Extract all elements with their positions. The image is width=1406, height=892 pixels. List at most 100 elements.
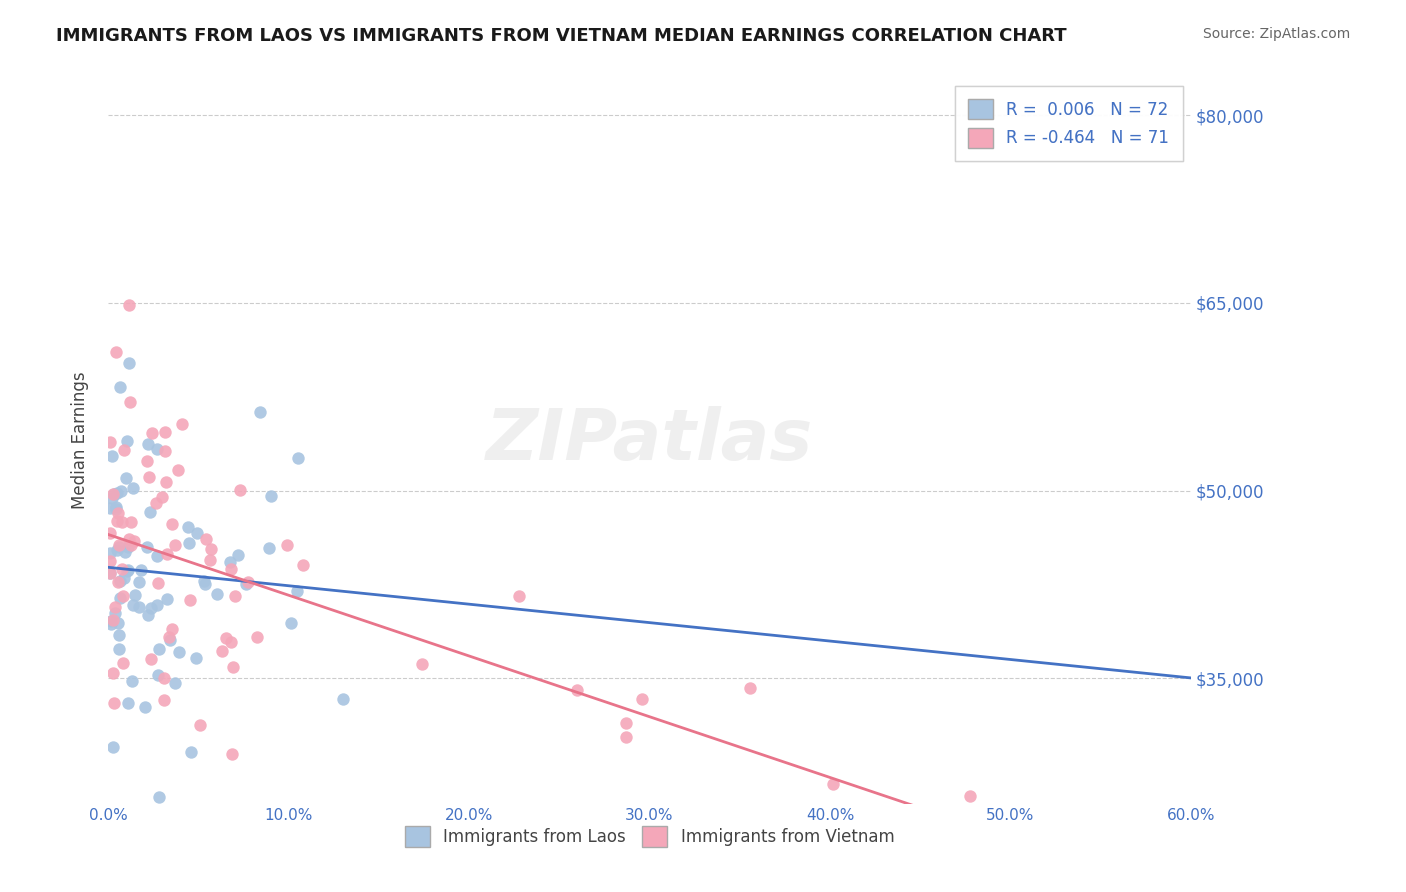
Point xyxy=(246,630,269,644)
Point xyxy=(184,650,207,665)
Point xyxy=(115,564,138,578)
Point xyxy=(186,525,208,540)
Point xyxy=(180,745,202,759)
Point xyxy=(122,481,145,495)
Point xyxy=(249,405,271,419)
Point xyxy=(101,739,124,754)
Point xyxy=(124,588,146,602)
Point xyxy=(160,517,183,532)
Point xyxy=(156,547,179,561)
Point xyxy=(120,394,142,409)
Point xyxy=(167,463,190,477)
Point xyxy=(111,562,134,576)
Point xyxy=(103,697,125,711)
Point xyxy=(120,515,142,529)
Point xyxy=(148,642,170,657)
Point xyxy=(959,789,981,803)
Point xyxy=(107,574,129,589)
Point xyxy=(111,656,134,670)
Point xyxy=(108,540,131,554)
Point xyxy=(100,566,122,581)
Point xyxy=(129,563,152,577)
Point xyxy=(870,850,893,864)
Point xyxy=(105,486,128,500)
Point xyxy=(226,548,249,562)
Point xyxy=(219,555,242,569)
Point xyxy=(136,436,159,450)
Point xyxy=(118,298,141,312)
Text: IMMIGRANTS FROM LAOS VS IMMIGRANTS FROM VIETNAM MEDIAN EARNINGS CORRELATION CHAR: IMMIGRANTS FROM LAOS VS IMMIGRANTS FROM … xyxy=(56,27,1067,45)
Point xyxy=(117,563,139,577)
Point xyxy=(145,496,167,510)
Point xyxy=(103,487,125,501)
Point xyxy=(163,676,186,690)
Point xyxy=(145,442,167,456)
Point xyxy=(115,434,138,449)
Point xyxy=(146,599,169,613)
Point xyxy=(222,660,245,674)
Point xyxy=(107,506,129,520)
Point xyxy=(160,622,183,636)
Point xyxy=(128,574,150,589)
Point xyxy=(134,699,156,714)
Point xyxy=(236,575,259,590)
Point xyxy=(614,715,637,730)
Point xyxy=(128,600,150,615)
Point xyxy=(221,747,243,761)
Point xyxy=(118,356,141,370)
Point xyxy=(280,616,302,631)
Point xyxy=(139,601,162,615)
Point xyxy=(101,613,124,627)
Point xyxy=(105,500,128,514)
Point xyxy=(229,483,252,497)
Point xyxy=(291,558,314,572)
Point xyxy=(194,532,217,546)
Point xyxy=(172,417,194,431)
Point xyxy=(105,542,128,557)
Point xyxy=(115,471,138,485)
Point xyxy=(235,577,257,591)
Point xyxy=(156,591,179,606)
Point xyxy=(285,584,308,599)
Point xyxy=(112,443,135,458)
Point xyxy=(117,540,139,554)
Y-axis label: Median Earnings: Median Earnings xyxy=(72,372,89,509)
Point xyxy=(108,574,131,588)
Point xyxy=(152,693,174,707)
Point xyxy=(148,576,170,591)
Point xyxy=(150,490,173,504)
Point xyxy=(219,635,242,649)
Point xyxy=(98,566,121,581)
Point xyxy=(153,672,176,686)
Point xyxy=(136,540,159,554)
Point xyxy=(177,519,200,533)
Point xyxy=(98,554,121,568)
Point xyxy=(107,515,129,529)
Point xyxy=(823,777,845,791)
Point xyxy=(614,730,637,744)
Point xyxy=(155,475,177,490)
Point xyxy=(111,515,134,529)
Point xyxy=(224,589,246,603)
Point xyxy=(135,453,157,467)
Point xyxy=(631,692,654,706)
Point xyxy=(159,632,181,647)
Point xyxy=(105,344,128,359)
Point xyxy=(287,451,309,466)
Point xyxy=(188,718,211,732)
Point xyxy=(139,652,162,666)
Point xyxy=(200,552,222,566)
Point xyxy=(100,614,122,628)
Point xyxy=(100,617,122,632)
Point xyxy=(111,590,134,604)
Point xyxy=(219,562,242,576)
Point xyxy=(215,631,238,645)
Point xyxy=(200,541,222,556)
Point xyxy=(179,592,201,607)
Point xyxy=(146,549,169,563)
Point xyxy=(101,666,124,681)
Point xyxy=(98,546,121,560)
Point xyxy=(108,642,131,657)
Point xyxy=(112,571,135,585)
Point xyxy=(153,425,176,439)
